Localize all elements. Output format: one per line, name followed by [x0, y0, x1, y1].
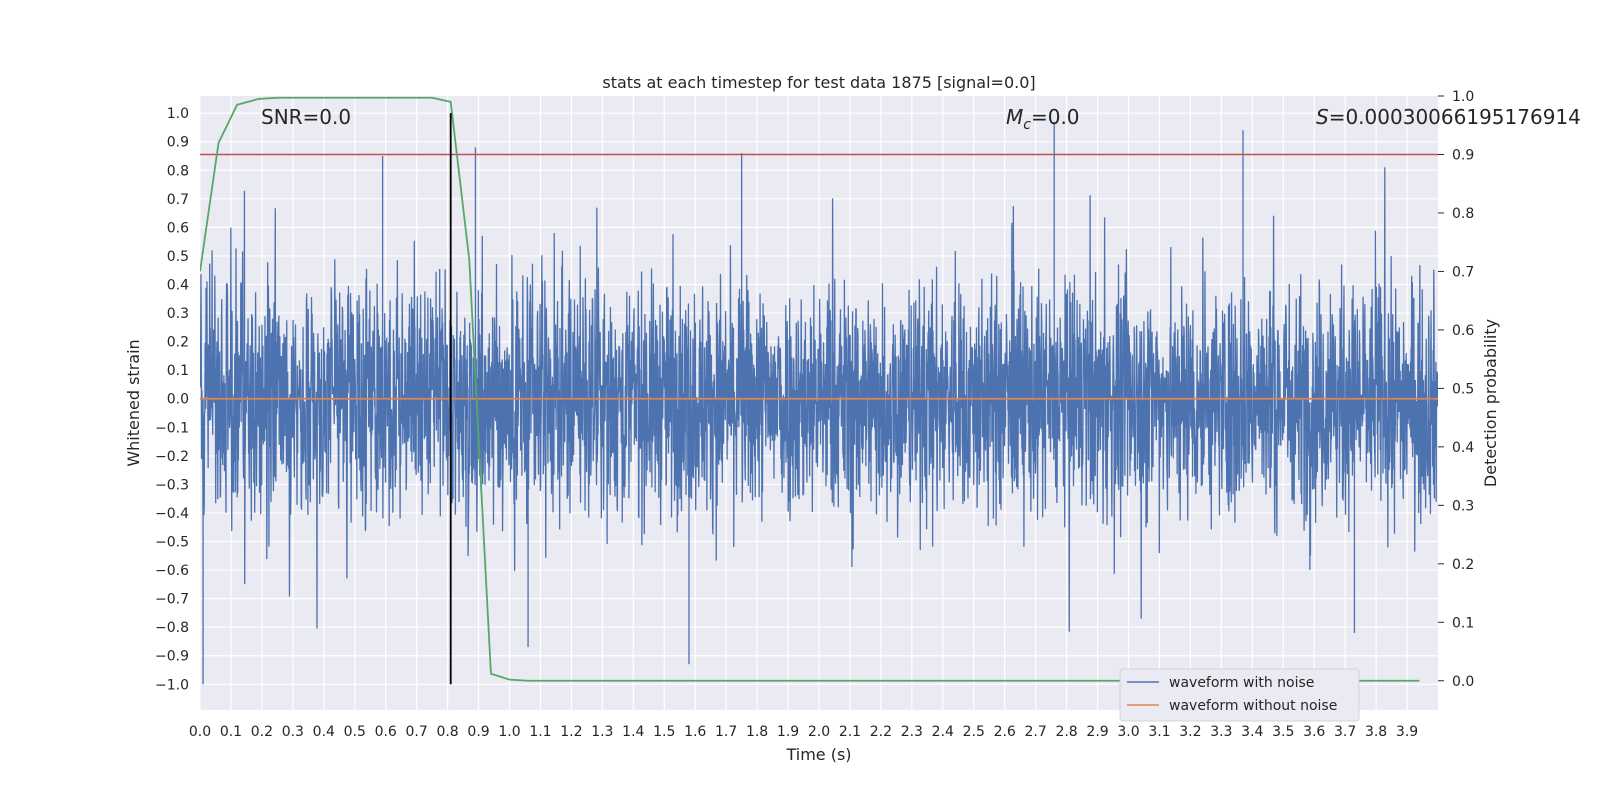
tick-labels: 0.0 0.1 0.2 0.3 0.4 0.5 0.6 0.7 0.8 0.9 1.0 1.1 1.2 1…	[155, 89, 1474, 740]
x-tick-label: 2.3	[901, 724, 923, 740]
x-tick-label: 0.8	[436, 724, 458, 740]
y-tick-label-left: 0.9	[167, 135, 189, 151]
x-tick-label: 0.1	[220, 724, 242, 740]
x-tick-label: 0.3	[282, 724, 304, 740]
x-tick-label: 1.6	[684, 724, 706, 740]
s-symbol: S	[1316, 105, 1329, 129]
x-tick-label: 3.8	[1365, 724, 1387, 740]
x-tick-label: 0.4	[313, 724, 335, 740]
y-tick-label-left: 0.7	[167, 192, 189, 208]
x-tick-label: 1.4	[622, 724, 644, 740]
x-tick-label: 2.2	[870, 724, 892, 740]
y-tick-label-left: 0.4	[167, 277, 189, 293]
x-tick-label: 1.9	[777, 724, 799, 740]
x-tick-label: 2.9	[1086, 724, 1108, 740]
series-detection-probability	[200, 96, 1420, 682]
y-tick-label-right: 0.0	[1452, 674, 1474, 690]
series-layer	[200, 96, 1438, 685]
legend-label-without-noise: waveform without noise	[1169, 698, 1337, 714]
y-tick-label-left: −0.2	[155, 449, 189, 465]
mc-symbol: M	[1006, 105, 1023, 129]
x-tick-label: 0.6	[375, 724, 397, 740]
x-tick-label: 1.8	[746, 724, 768, 740]
x-tick-label: 3.4	[1241, 724, 1263, 740]
x-tick-label: 2.6	[994, 724, 1016, 740]
y-tick-label-left: −0.9	[155, 649, 189, 665]
x-tick-label: 1.7	[715, 724, 737, 740]
y-tick-label-left: 0.1	[167, 363, 189, 379]
s-annotation: S=0.00030066195176914	[1316, 105, 1581, 129]
y-tick-label-left: −0.5	[155, 535, 189, 551]
mc-value: =0.0	[1031, 105, 1080, 129]
x-tick-label: 0.2	[251, 724, 273, 740]
x-tick-label: 3.2	[1179, 724, 1201, 740]
y-tick-label-right: 0.7	[1452, 264, 1474, 280]
y-tick-label-left: −0.4	[155, 506, 189, 522]
x-tick-label: 2.5	[963, 724, 985, 740]
y-tick-label-right: 0.1	[1452, 615, 1474, 631]
y-axis-label-right: Detection probability	[1481, 319, 1500, 487]
y-tick-label-left: 0.5	[167, 249, 189, 265]
chart-title: stats at each timestep for test data 187…	[602, 73, 1035, 92]
x-tick-label: 3.6	[1303, 724, 1325, 740]
legend-box	[1119, 668, 1360, 722]
snr-annotation: SNR=0.0	[261, 105, 351, 129]
x-tick-label: 1.3	[591, 724, 613, 740]
y-tick-label-left: −0.6	[155, 563, 189, 579]
x-tick-label: 2.1	[839, 724, 861, 740]
legend-label-with-noise: waveform with noise	[1169, 675, 1314, 691]
x-tick-label: 2.0	[808, 724, 830, 740]
y-tick-label-left: −1.0	[155, 677, 189, 693]
y-tick-label-left: −0.7	[155, 592, 189, 608]
y-tick-label-left: 0.2	[167, 335, 189, 351]
y-tick-label-left: 0.6	[167, 220, 189, 236]
y-axis-label-left: Whitened strain	[124, 339, 143, 466]
x-axis-label: Time (s)	[785, 745, 851, 764]
mc-subscript: c	[1023, 117, 1031, 133]
y-tick-label-right: 1.0	[1452, 89, 1474, 105]
y-tick-label-right: 0.8	[1452, 206, 1474, 222]
x-tick-label: 3.7	[1334, 724, 1356, 740]
x-tick-label: 3.9	[1396, 724, 1418, 740]
y-tick-label-right: 0.3	[1452, 498, 1474, 514]
y-tick-label-left: 0.3	[167, 306, 189, 322]
x-tick-label: 1.1	[529, 724, 551, 740]
x-tick-label: 0.7	[406, 724, 428, 740]
y-tick-label-right: 0.9	[1452, 147, 1474, 163]
y-tick-label-right: 0.2	[1452, 557, 1474, 573]
y-tick-label-left: −0.1	[155, 420, 189, 436]
x-tick-label: 1.2	[560, 724, 582, 740]
y-tick-label-left: −0.8	[155, 620, 189, 636]
y-tick-label-left: 0.8	[167, 163, 189, 179]
x-tick-label: 3.5	[1272, 724, 1294, 740]
y-tick-label-left: 0.0	[167, 392, 189, 408]
y-tick-label-right: 0.6	[1452, 323, 1474, 339]
mc-annotation: Mc=0.0	[1006, 105, 1080, 133]
y-tick-label-right: 0.5	[1452, 381, 1474, 397]
x-tick-label: 1.0	[498, 724, 520, 740]
x-tick-label: 2.4	[932, 724, 954, 740]
y-tick-label-left: 1.0	[167, 106, 189, 122]
y-tick-label-left: −0.3	[155, 477, 189, 493]
x-tick-label: 1.5	[653, 724, 675, 740]
y-tick-label-right: 0.4	[1452, 440, 1474, 456]
x-tick-label: 0.0	[189, 724, 211, 740]
x-tick-label: 0.5	[344, 724, 366, 740]
x-tick-label: 3.1	[1148, 724, 1170, 740]
x-tick-label: 0.9	[467, 724, 489, 740]
x-tick-label: 3.0	[1117, 724, 1139, 740]
legend: waveform with noise waveform without noi…	[1119, 668, 1360, 722]
s-value: =0.00030066195176914	[1329, 105, 1581, 129]
x-tick-label: 2.8	[1055, 724, 1077, 740]
x-tick-label: 3.3	[1210, 724, 1232, 740]
x-tick-label: 2.7	[1025, 724, 1047, 740]
